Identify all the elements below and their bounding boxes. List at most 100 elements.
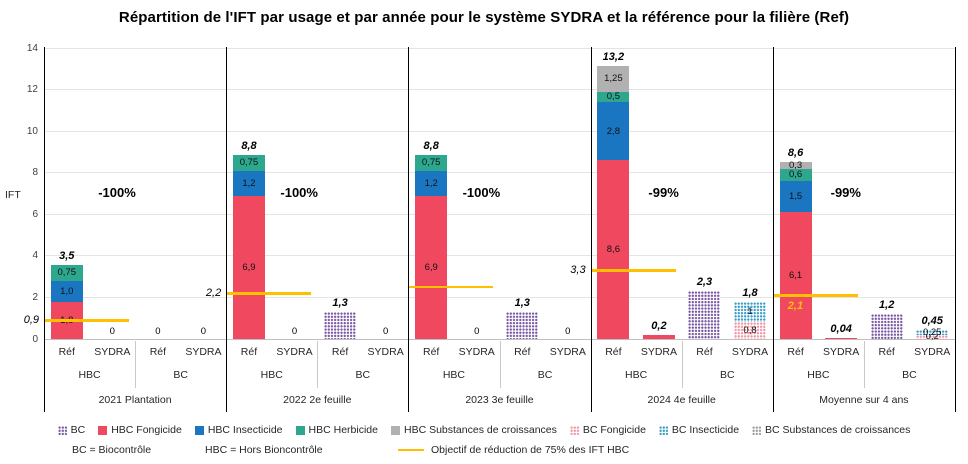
bar-segment xyxy=(324,311,357,339)
bar-segment xyxy=(870,314,903,339)
objectif-line xyxy=(772,294,858,297)
bar-zero-label: 0 xyxy=(382,326,389,337)
segment-value-label: 6,9 xyxy=(242,261,256,273)
legend-item-label: BC Substances de croissances xyxy=(765,424,911,436)
x-axis-line xyxy=(44,338,955,340)
bar-segment: 0,3 xyxy=(779,159,812,171)
bar-axis-label: Réf xyxy=(149,346,167,358)
bar-zero-label: 0 xyxy=(109,326,115,337)
bar-axis-label: Réf xyxy=(514,346,531,358)
bar-total-label: 0,2 xyxy=(651,319,667,332)
bar-segment: 0,75 xyxy=(50,265,83,281)
reduction-annotation: -100% xyxy=(98,185,136,200)
gridline xyxy=(44,213,955,215)
objectif-value-label: 2,2 xyxy=(205,286,222,299)
gridline xyxy=(44,47,955,49)
y-tick-label: 4 xyxy=(32,250,38,262)
bar-axis-label: SYDRA xyxy=(823,346,860,358)
segment-value-label: 1,2 xyxy=(424,177,438,189)
legend-item: HBC Fongicide xyxy=(98,424,182,436)
legend-note-hbc: HBC = Hors Bioncontrôle xyxy=(205,444,323,456)
bar-segment: 0,25 xyxy=(916,327,949,337)
segment-value-label: 2,8 xyxy=(606,125,620,137)
segment-value-label: 1,5 xyxy=(788,191,803,203)
group-label: 2021 Plantation xyxy=(98,394,172,406)
gridline xyxy=(44,296,955,298)
subgroup-label-hbc: HBC xyxy=(625,369,648,381)
bar-segment: 1,2 xyxy=(232,170,265,196)
bar-total-label: 1,2 xyxy=(879,299,895,312)
bar-total-label: 2,3 xyxy=(696,276,713,289)
bar-segment: 1,25 xyxy=(597,65,630,92)
bar-axis-label: Réf xyxy=(605,346,622,358)
bar-zero-label: 0 xyxy=(291,326,298,337)
legend-item: BC Substances de croissances xyxy=(752,424,910,436)
bar-total-label: 8,8 xyxy=(241,140,257,153)
bar-axis-label: SYDRA xyxy=(640,346,677,358)
bar-axis-label: SYDRA xyxy=(458,346,495,358)
objectif-value-label: 0,9 xyxy=(23,313,39,326)
subgroup-divider xyxy=(863,341,865,388)
segment-value-label: 8,6 xyxy=(606,244,620,256)
bar-segment: 6,9 xyxy=(232,195,265,339)
bar-segment: 0,75 xyxy=(232,155,265,171)
legend-swatch-icon xyxy=(752,425,762,435)
subgroup-label-hbc: HBC xyxy=(442,369,466,381)
gridline xyxy=(44,255,955,257)
bar-total-label: 8,8 xyxy=(423,140,439,153)
segment-value-label: 0,75 xyxy=(421,157,441,169)
y-tick-label: 8 xyxy=(32,167,38,179)
bar-segment: 1,5 xyxy=(779,181,812,213)
legend-item-label: HBC Substances de croissances xyxy=(403,424,557,436)
bar-axis-label: Réf xyxy=(331,346,349,358)
legend-item: BC xyxy=(57,424,86,436)
gridline xyxy=(44,172,955,174)
reduction-annotation: -99% xyxy=(830,185,861,200)
bar-axis-label: Réf xyxy=(240,346,258,358)
bar-axis-label: SYDRA xyxy=(549,346,586,358)
legend-item-label: HBC Insecticide xyxy=(207,424,283,436)
bar-segment: 6,1 xyxy=(779,212,812,339)
legend-item-label: BC Fongicide xyxy=(582,424,646,436)
group-divider xyxy=(44,47,45,412)
segment-value-label: 1,25 xyxy=(604,73,623,85)
subgroup-divider xyxy=(499,341,501,388)
segment-value-label: 0,2 xyxy=(925,331,939,343)
legend-objectif-label: Objectif de réduction de 75% des IFT HBC xyxy=(431,444,630,456)
bar-total-label: 13,2 xyxy=(602,50,625,63)
y-tick-label: 12 xyxy=(26,84,38,96)
subgroup-label-bc: BC xyxy=(537,369,553,381)
legend-item-label: BC xyxy=(70,424,86,436)
legend-item-objectif: Objectif de réduction de 75% des IFT HBC xyxy=(398,444,629,456)
subgroup-divider xyxy=(317,341,319,388)
legend-swatch-icon xyxy=(569,425,579,435)
bar-axis-label: SYDRA xyxy=(914,346,951,358)
bar-segment xyxy=(506,311,539,339)
segment-value-label: 1,2 xyxy=(242,177,256,189)
bar-segment xyxy=(688,291,721,339)
gridline xyxy=(44,130,955,132)
y-tick-label: 2 xyxy=(32,291,38,303)
bar-axis-label: Réf xyxy=(696,346,713,358)
segment-value-label: 0,5 xyxy=(606,91,620,103)
bar-axis-label: SYDRA xyxy=(731,346,769,358)
segment-value-label: 0,3 xyxy=(788,159,803,171)
bar-segment: 0,75 xyxy=(415,155,448,171)
objectif-line xyxy=(408,285,494,289)
legend-swatch-icon xyxy=(295,425,305,435)
reduction-annotation: -100% xyxy=(280,185,318,200)
segment-value-label: 0,8 xyxy=(743,325,757,337)
bar-segment: 0,6 xyxy=(779,168,812,182)
bar-zero-label: 0 xyxy=(565,326,571,337)
bar-axis-label: Réf xyxy=(878,346,895,358)
segment-value-label: 0,75 xyxy=(239,157,259,169)
group-divider xyxy=(772,47,774,412)
bar-total-label: 0,45 xyxy=(921,314,943,327)
bar-segment xyxy=(825,338,858,339)
bar-segment: 8,6 xyxy=(597,160,630,339)
bar-total-label: 0,04 xyxy=(830,323,852,336)
bar-segment: 1,0 xyxy=(50,280,83,302)
segment-value-label: 0,6 xyxy=(788,169,803,181)
group-label: Moyenne sur 4 ans xyxy=(819,394,909,406)
